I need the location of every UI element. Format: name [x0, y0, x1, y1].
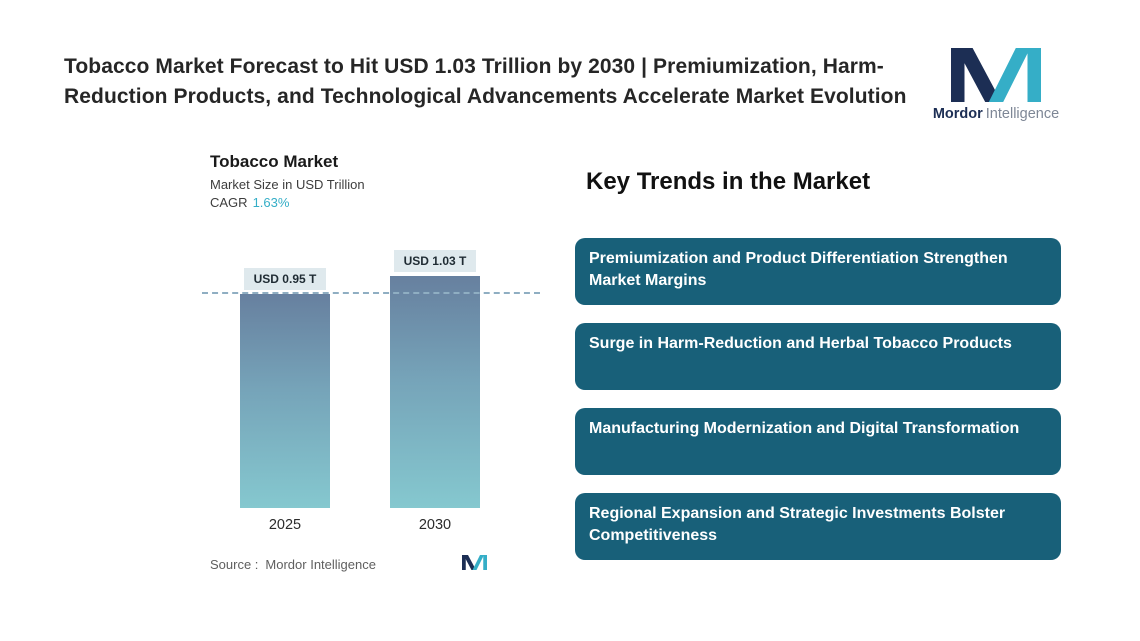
- trend-card-text: Premiumization and Product Differentiati…: [589, 250, 1008, 289]
- cagr-value: 1.63%: [252, 195, 290, 210]
- trends-heading: Key Trends in the Market: [586, 168, 871, 195]
- trend-card: Premiumization and Product Differentiati…: [575, 238, 1061, 305]
- bars: USD 0.95 T USD 1.03 T: [210, 250, 480, 508]
- trend-card: Surge in Harm-Reduction and Herbal Tobac…: [575, 323, 1061, 390]
- mordor-logo-small-icon: [461, 555, 488, 573]
- reference-line: [202, 292, 540, 294]
- trend-card-text: Manufacturing Modernization and Digital …: [589, 420, 1020, 437]
- brand-name-bold: Mordor: [932, 106, 983, 122]
- x-tick-2025: 2025: [268, 517, 302, 533]
- chart-title: Tobacco Market: [210, 152, 339, 171]
- bar-group-2025: USD 0.95 T: [240, 268, 330, 508]
- trend-card-text: Regional Expansion and Strategic Investm…: [589, 505, 1006, 544]
- source-label: Source :: [210, 556, 259, 572]
- value-label-2030: USD 1.03 T: [393, 250, 477, 272]
- trend-card: Regional Expansion and Strategic Investm…: [575, 493, 1061, 560]
- bar-2030: [390, 276, 480, 508]
- x-axis-labels: 2025 2030: [210, 517, 555, 533]
- bar-chart-plot: USD 0.95 T USD 1.03 T: [202, 246, 542, 508]
- bar-group-2030: USD 1.03 T: [390, 250, 480, 508]
- source-value: Mordor Intelligence: [265, 556, 376, 572]
- brand-name-light: Intelligence: [985, 106, 1060, 122]
- key-trends-section: Key Trends in the Market Premiumization …: [575, 168, 1065, 578]
- x-tick-2030: 2030: [418, 517, 452, 533]
- bar-2025: [240, 294, 330, 508]
- page-title: Tobacco Market Forecast to Hit USD 1.03 …: [64, 55, 907, 108]
- trend-card: Manufacturing Modernization and Digital …: [575, 408, 1061, 475]
- cagr-label: CAGR: [210, 195, 248, 210]
- market-chart: Tobacco Market Market Size in USD Trilli…: [202, 152, 555, 573]
- chart-subtitle: Market Size in USD Trillion: [210, 177, 365, 192]
- brand-logo: Mordor Intelligence: [928, 48, 1064, 122]
- trend-card-text: Surge in Harm-Reduction and Herbal Tobac…: [589, 335, 1012, 352]
- chart-cagr: CAGR 1.63%: [210, 195, 555, 210]
- trend-list: Premiumization and Product Differentiati…: [575, 238, 1065, 560]
- value-label-2025: USD 0.95 T: [243, 268, 327, 290]
- source-row: Source : Mordor Intelligence: [210, 555, 488, 573]
- mordor-logo-icon: [928, 48, 1064, 102]
- brand-name: Mordor Intelligence: [928, 106, 1064, 122]
